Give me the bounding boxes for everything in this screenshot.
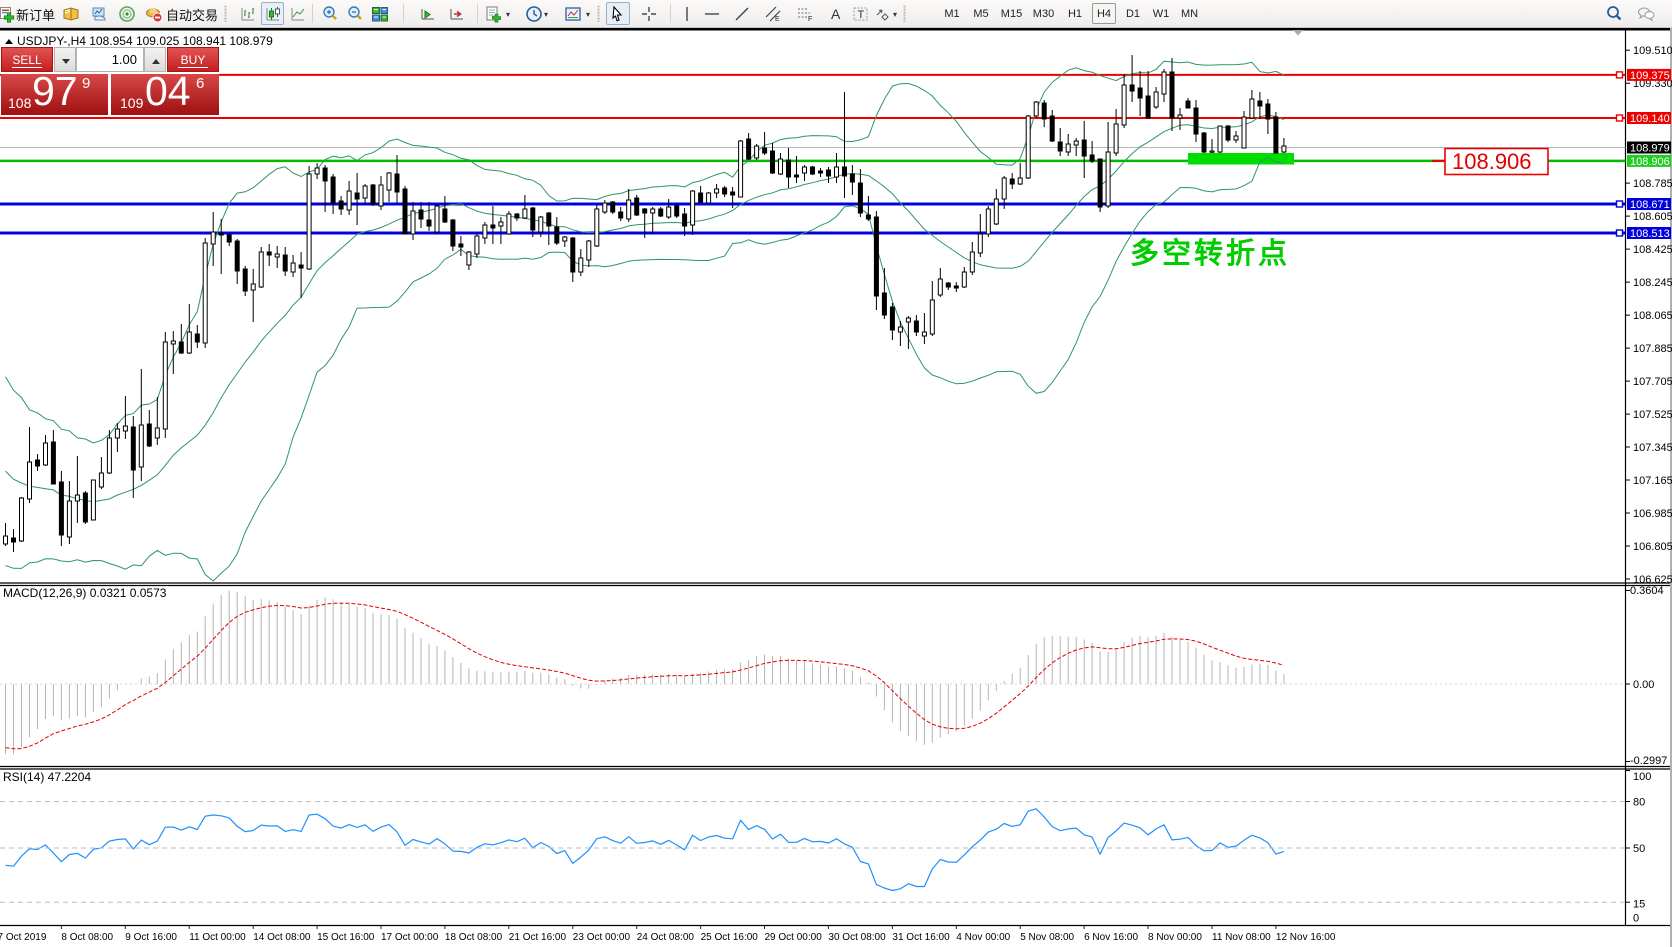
svg-text:14 Oct 08:00: 14 Oct 08:00 <box>253 932 311 943</box>
svg-text:109.330: 109.330 <box>1633 78 1672 90</box>
svg-text:108.245: 108.245 <box>1633 277 1672 289</box>
svg-text:107.525: 107.525 <box>1633 409 1672 421</box>
svg-text:RSI(14) 47.2204: RSI(14) 47.2204 <box>3 770 91 784</box>
svg-text:80: 80 <box>1633 797 1645 809</box>
svg-text:50: 50 <box>1633 843 1645 855</box>
svg-text:106.625: 106.625 <box>1633 574 1672 586</box>
svg-text:108.906: 108.906 <box>1630 156 1670 168</box>
svg-text:15: 15 <box>1633 899 1645 911</box>
svg-text:7 Oct 2019: 7 Oct 2019 <box>0 932 47 943</box>
svg-text:0: 0 <box>1633 913 1639 925</box>
svg-text:USDJPY-,H4 108.954 109.025 10: USDJPY-,H4 108.954 109.025 108.941 108.9… <box>17 34 273 48</box>
svg-text:109.140: 109.140 <box>1630 113 1670 125</box>
svg-text:11 Oct 00:00: 11 Oct 00:00 <box>189 932 246 943</box>
svg-text:9 Oct 16:00: 9 Oct 16:00 <box>125 932 177 943</box>
svg-text:106.805: 106.805 <box>1633 541 1672 553</box>
svg-text:107.705: 107.705 <box>1633 376 1672 388</box>
svg-text:31 Oct 16:00: 31 Oct 16:00 <box>892 932 950 943</box>
svg-text:11 Nov 08:00: 11 Nov 08:00 <box>1212 932 1271 943</box>
svg-text:108.979: 108.979 <box>1630 143 1670 155</box>
svg-text:29 Oct 00:00: 29 Oct 00:00 <box>765 932 823 943</box>
svg-text:8 Nov 00:00: 8 Nov 00:00 <box>1148 932 1202 943</box>
svg-text:8 Oct 08:00: 8 Oct 08:00 <box>61 932 113 943</box>
svg-text:17 Oct 00:00: 17 Oct 00:00 <box>381 932 439 943</box>
svg-text:107.885: 107.885 <box>1633 343 1672 355</box>
svg-text:15 Oct 16:00: 15 Oct 16:00 <box>317 932 375 943</box>
svg-text:18 Oct 08:00: 18 Oct 08:00 <box>445 932 503 943</box>
svg-text:E: E <box>775 16 780 23</box>
svg-text:MACD(12,26,9) 0.0321 0.0573: MACD(12,26,9) 0.0321 0.0573 <box>3 586 167 600</box>
svg-text:21 Oct 16:00: 21 Oct 16:00 <box>509 932 567 943</box>
svg-text:25 Oct 16:00: 25 Oct 16:00 <box>701 932 759 943</box>
svg-text:6 Nov 16:00: 6 Nov 16:00 <box>1084 932 1138 943</box>
svg-text:106.985: 106.985 <box>1633 508 1672 520</box>
svg-text:109.510: 109.510 <box>1633 45 1672 57</box>
svg-text:108.425: 108.425 <box>1633 244 1672 256</box>
svg-text:5 Nov 08:00: 5 Nov 08:00 <box>1020 932 1074 943</box>
svg-text:107.345: 107.345 <box>1633 442 1672 454</box>
svg-text:108.785: 108.785 <box>1633 178 1672 190</box>
svg-text:108.513: 108.513 <box>1630 228 1670 240</box>
svg-text:24 Oct 08:00: 24 Oct 08:00 <box>637 932 695 943</box>
svg-text:108.906: 108.906 <box>1452 149 1532 174</box>
svg-text:4 Nov 00:00: 4 Nov 00:00 <box>956 932 1010 943</box>
svg-text:30 Oct 08:00: 30 Oct 08:00 <box>828 932 886 943</box>
svg-text:23 Oct 00:00: 23 Oct 00:00 <box>573 932 631 943</box>
svg-text:0.00: 0.00 <box>1633 679 1654 691</box>
svg-text:T: T <box>858 9 865 21</box>
svg-text:A: A <box>831 6 841 22</box>
svg-text:多空转折点: 多空转折点 <box>1130 236 1290 270</box>
svg-text:108.671: 108.671 <box>1630 199 1670 211</box>
svg-text:108.605: 108.605 <box>1633 211 1672 223</box>
svg-text:F: F <box>808 16 812 23</box>
svg-text:108.065: 108.065 <box>1633 310 1672 322</box>
svg-text:107.165: 107.165 <box>1633 475 1672 487</box>
svg-text:100: 100 <box>1633 771 1651 783</box>
svg-text:12 Nov 16:00: 12 Nov 16:00 <box>1276 932 1336 943</box>
svg-text:-0.2997: -0.2997 <box>1630 755 1667 767</box>
svg-text:0.3604: 0.3604 <box>1630 585 1664 597</box>
svg-text:109.375: 109.375 <box>1630 70 1670 82</box>
